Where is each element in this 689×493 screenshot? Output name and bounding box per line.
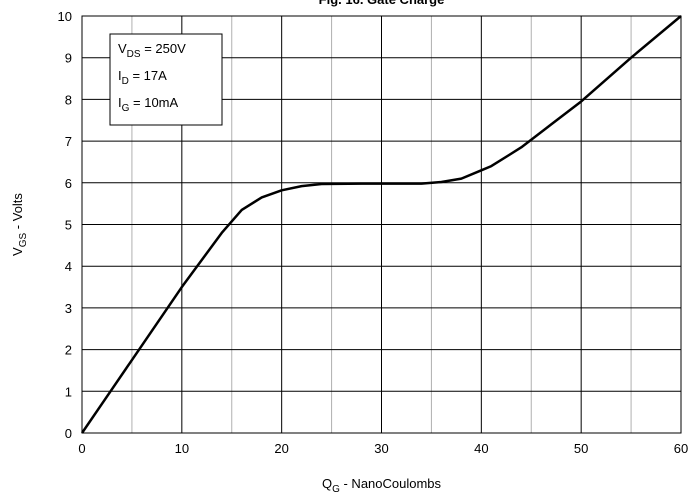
x-tick-label: 10 [175,441,189,456]
annotation: IG = 10mA [118,95,179,114]
chart-title: Fig. 16. Gate Charge [319,0,445,7]
x-tick-label: 0 [78,441,85,456]
y-tick-label: 5 [65,218,72,233]
y-tick-label: 1 [65,384,72,399]
plot-frame [81,15,682,434]
x-tick-label: 20 [274,441,288,456]
y-tick-label: 3 [65,301,72,316]
annotation: ID = 17A [118,68,167,87]
y-axis-label: VGS - Volts [10,193,29,256]
x-axis-label-rest: - NanoCoulombs [340,476,442,491]
x-tick-label: 30 [374,441,388,456]
y-axis-label-sub: GS [18,232,29,247]
y-axis-label-main: V [10,247,25,256]
annotation-main: V [118,41,127,56]
annotation-sub: G [122,103,130,114]
annotation-sub: D [122,76,129,87]
data-line [80,15,682,434]
x-tick-label: 60 [674,441,688,456]
y-tick-label: 4 [65,259,72,274]
y-tick-label: 0 [65,426,72,441]
annotation-rest: = 10mA [129,95,178,110]
x-tick-label: 40 [474,441,488,456]
x-axis-label-sub: G [332,484,340,493]
annotation-rest: = 250V [141,41,187,56]
x-axis-label: QG - NanoCoulombs [322,476,442,493]
x-tick-label: 50 [574,441,588,456]
annotation-main: I [118,95,122,110]
y-tick-label: 8 [65,92,72,107]
y-tick-label: 10 [58,9,72,24]
y-tick-label: 7 [65,134,72,149]
annotation-main: I [118,68,122,83]
y-tick-label: 9 [65,51,72,66]
y-axis-label-rest: - Volts [10,193,25,233]
annotation: VDS = 250V [118,41,186,60]
x-axis-label-main: Q [322,476,332,491]
annotation-rest: = 17A [129,68,167,83]
y-tick-label: 2 [65,343,72,358]
y-tick-label: 6 [65,176,72,191]
annotation-sub: DS [127,49,141,60]
annotation-box [109,33,223,126]
